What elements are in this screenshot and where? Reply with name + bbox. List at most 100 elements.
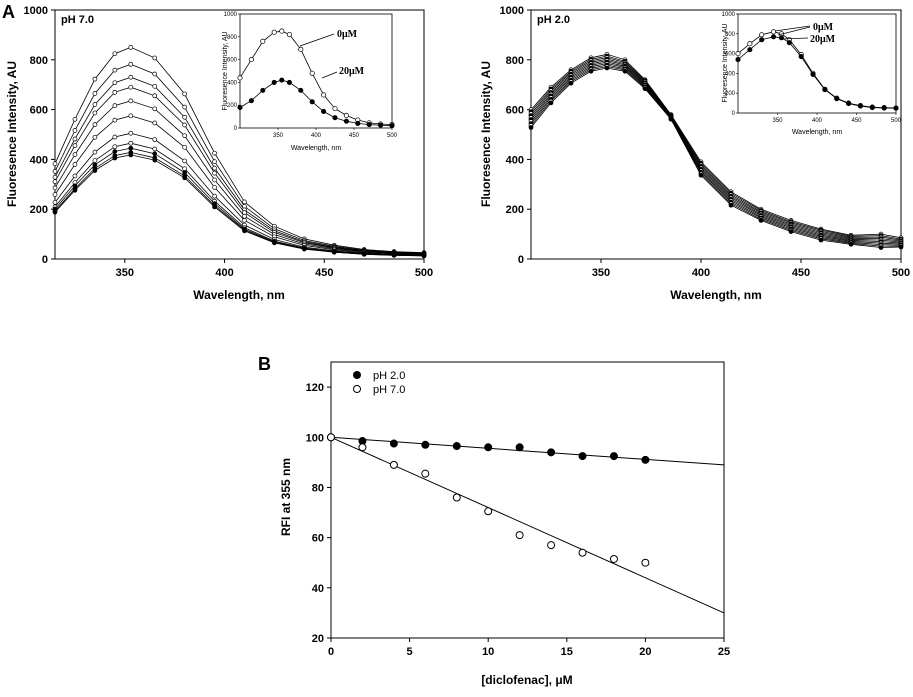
ph7-series-6-point xyxy=(92,149,98,155)
ph2-inset-series-1-point xyxy=(881,105,887,111)
ph7-series-5-point xyxy=(182,144,187,150)
ph7-inset-series-0-point xyxy=(321,92,327,98)
rfi-x-tick-label: 5 xyxy=(407,646,413,658)
rfi-point-series-0 xyxy=(515,443,524,452)
ph2-series-9-point xyxy=(848,241,854,247)
ph7-series-4-point xyxy=(182,133,187,139)
rfi-point-series-0 xyxy=(609,452,618,461)
ph2-x-ticks: 350 400 450 500 xyxy=(592,259,910,279)
ph7-title: pH 7.0 xyxy=(61,14,94,26)
ph7-inset-x-tick-label: 400 xyxy=(311,133,322,139)
ph7-inset-series-1-point xyxy=(309,99,315,105)
ph7-series-8-point xyxy=(128,145,134,151)
ph2-x-tick-label: 400 xyxy=(692,267,710,279)
ph7-series-group xyxy=(52,44,427,259)
ph2-inset-series-1-point xyxy=(810,71,816,77)
rfi-x-axis-title: [diclofenac], μM xyxy=(481,673,572,687)
rfi-point-series-1 xyxy=(327,433,335,442)
ph2-inset-arrow-0um-a xyxy=(774,25,811,32)
ph7-series-5-point xyxy=(112,117,118,123)
legend-label-ph2: pH 2.0 xyxy=(373,370,405,382)
ph7-series-10-point xyxy=(52,209,58,215)
ph2-inset-series-1-point xyxy=(747,47,753,53)
ph7-series-6-point xyxy=(72,173,78,179)
rfi-fit-line-1 xyxy=(330,436,725,614)
rfi-fit-line-0 xyxy=(330,436,725,466)
rfi-point-series-0 xyxy=(641,455,650,464)
ph7-inset-series-1-point xyxy=(355,120,361,126)
ph2-series-9-point xyxy=(642,86,648,92)
ph7-series-3-point xyxy=(152,93,158,99)
ph7-series-10-point xyxy=(421,253,427,259)
ph7-series-10-point xyxy=(242,228,247,234)
rfi-point-series-1 xyxy=(389,460,398,469)
ph2-x-tick-label: 500 xyxy=(892,267,910,279)
ph7-series-6-point xyxy=(128,130,134,136)
ph7-series-3-point xyxy=(92,110,98,116)
ph2-x-tick-label: 450 xyxy=(792,267,810,279)
rfi-y-axis-title: RFI at 355 nm xyxy=(279,458,293,536)
ph7-y-tick-label: 800 xyxy=(30,55,48,67)
ph7-series-4-point xyxy=(112,103,118,108)
ph7-inset-series-1-point xyxy=(298,87,304,93)
ph7-series-0-point xyxy=(52,161,58,167)
ph7-series-5-point xyxy=(242,217,247,223)
ph7-series-10-point xyxy=(182,175,187,181)
ph7-series-10-point xyxy=(361,251,367,257)
ph7-series-7-point xyxy=(128,140,134,146)
rfi-x-tick-label: 10 xyxy=(482,646,494,658)
ph7-series-10-point xyxy=(272,240,277,246)
ph7-y-tick-label: 200 xyxy=(30,204,48,216)
rfi-point-series-0 xyxy=(547,448,556,457)
ph2-inset-y-tick-label: 200 xyxy=(725,91,736,97)
ph7-series-10-point xyxy=(152,157,158,163)
ph2-series-4-line xyxy=(530,60,902,243)
ph7-series-5-point xyxy=(92,134,98,140)
ph7-series-5-point xyxy=(212,185,217,190)
ph2-inset-series-1-point xyxy=(834,96,840,102)
ph7-series-5-point xyxy=(72,162,78,167)
legend-marker-ph2 xyxy=(353,371,361,379)
ph2-inset-series-1-point xyxy=(798,54,804,60)
ph7-inset-series-1-point xyxy=(286,79,292,85)
ph2-inset-ticks: 350 400 450 500 0 200 400 600 800 1000 xyxy=(722,12,902,124)
ph7-inset-label-0um: 0μM xyxy=(337,29,358,40)
rfi-point-series-0 xyxy=(578,452,587,461)
ph7-series-10-point xyxy=(112,155,118,161)
ph7-x-tick-label: 450 xyxy=(315,267,333,279)
ph7-inset-y-tick-label: 800 xyxy=(227,35,238,41)
ph7-series-7-point xyxy=(182,166,187,172)
ph2-inset-x-tick-label: 450 xyxy=(851,118,862,124)
ph7-inset-series-1-point xyxy=(321,108,327,115)
ph7-series-2-point xyxy=(212,165,217,171)
ph2-inset-y-tick-label: 800 xyxy=(725,32,736,38)
ph7-series-1-point xyxy=(112,67,118,73)
ph7-x-axis-title: Wavelength, nm xyxy=(193,288,285,302)
ph2-inset-series-0-point xyxy=(759,32,765,38)
ph7-x-ticks: 350 400 450 500 xyxy=(116,259,433,279)
rfi-y-tick-label: 60 xyxy=(312,533,324,545)
ph7-series-8-line xyxy=(54,147,425,257)
chart-ph2: pH 2.0 0 200 400 600 800 1000 350 400 450 500 Wa… xyxy=(479,5,910,302)
ph7-series-1-point xyxy=(182,104,187,110)
ph7-series-1-point xyxy=(52,169,58,174)
ph7-series-0-point xyxy=(152,55,158,61)
ph7-inset-series-0-point xyxy=(260,38,266,44)
ph7-series-4-point xyxy=(242,213,247,219)
ph2-series-6-line xyxy=(530,63,902,245)
ph7-inset-series-0-point xyxy=(343,112,349,119)
legend-marker-ph7 xyxy=(353,385,361,393)
ph7-series-3-point xyxy=(72,143,78,148)
rfi-x-tick-label: 15 xyxy=(561,646,573,658)
ph2-series-9-point xyxy=(898,244,904,250)
ph2-y-tick-label: 200 xyxy=(506,204,524,216)
ph7-series-1-point xyxy=(92,91,98,96)
ph2-series-0-line xyxy=(530,53,902,239)
rfi-series-group xyxy=(327,433,725,614)
ph2-series-9-point xyxy=(698,172,704,178)
ph7-inset-y-tick-label: 1000 xyxy=(224,12,238,18)
ph2-plot-frame xyxy=(530,9,902,260)
rfi-point-series-1 xyxy=(515,531,524,540)
rfi-y-tick-label: 120 xyxy=(306,382,324,394)
ph7-inset-series-0-point xyxy=(271,29,277,35)
